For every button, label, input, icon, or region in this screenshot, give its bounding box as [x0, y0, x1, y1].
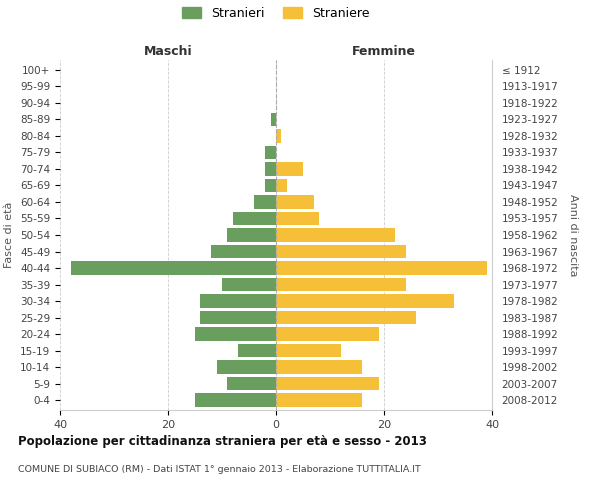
Bar — [276, 377, 379, 390]
Bar — [276, 262, 487, 274]
Bar — [195, 328, 276, 340]
Bar — [276, 294, 454, 308]
Bar — [195, 394, 276, 406]
Text: Maschi: Maschi — [143, 46, 193, 59]
Bar — [222, 278, 276, 291]
Bar — [238, 344, 276, 357]
Bar — [233, 212, 276, 225]
Bar — [276, 245, 406, 258]
Bar — [211, 245, 276, 258]
Y-axis label: Anni di nascita: Anni di nascita — [568, 194, 578, 276]
Bar — [265, 146, 276, 159]
Bar — [276, 212, 319, 225]
Bar — [227, 377, 276, 390]
Bar — [71, 262, 276, 274]
Bar — [200, 294, 276, 308]
Bar — [271, 113, 276, 126]
Y-axis label: Fasce di età: Fasce di età — [4, 202, 14, 268]
Bar — [276, 130, 281, 142]
Bar — [276, 196, 314, 208]
Text: Femmine: Femmine — [352, 46, 416, 59]
Bar — [276, 228, 395, 241]
Bar — [254, 196, 276, 208]
Bar — [276, 278, 406, 291]
Text: COMUNE DI SUBIACO (RM) - Dati ISTAT 1° gennaio 2013 - Elaborazione TUTTITALIA.IT: COMUNE DI SUBIACO (RM) - Dati ISTAT 1° g… — [18, 465, 421, 474]
Bar — [265, 162, 276, 175]
Text: Popolazione per cittadinanza straniera per età e sesso - 2013: Popolazione per cittadinanza straniera p… — [18, 435, 427, 448]
Bar — [265, 179, 276, 192]
Bar — [276, 179, 287, 192]
Bar — [276, 328, 379, 340]
Bar — [200, 311, 276, 324]
Bar — [276, 311, 416, 324]
Bar — [276, 162, 303, 175]
Legend: Stranieri, Straniere: Stranieri, Straniere — [176, 0, 376, 26]
Bar — [276, 394, 362, 406]
Bar — [276, 344, 341, 357]
Bar — [276, 360, 362, 374]
Bar — [227, 228, 276, 241]
Bar — [217, 360, 276, 374]
